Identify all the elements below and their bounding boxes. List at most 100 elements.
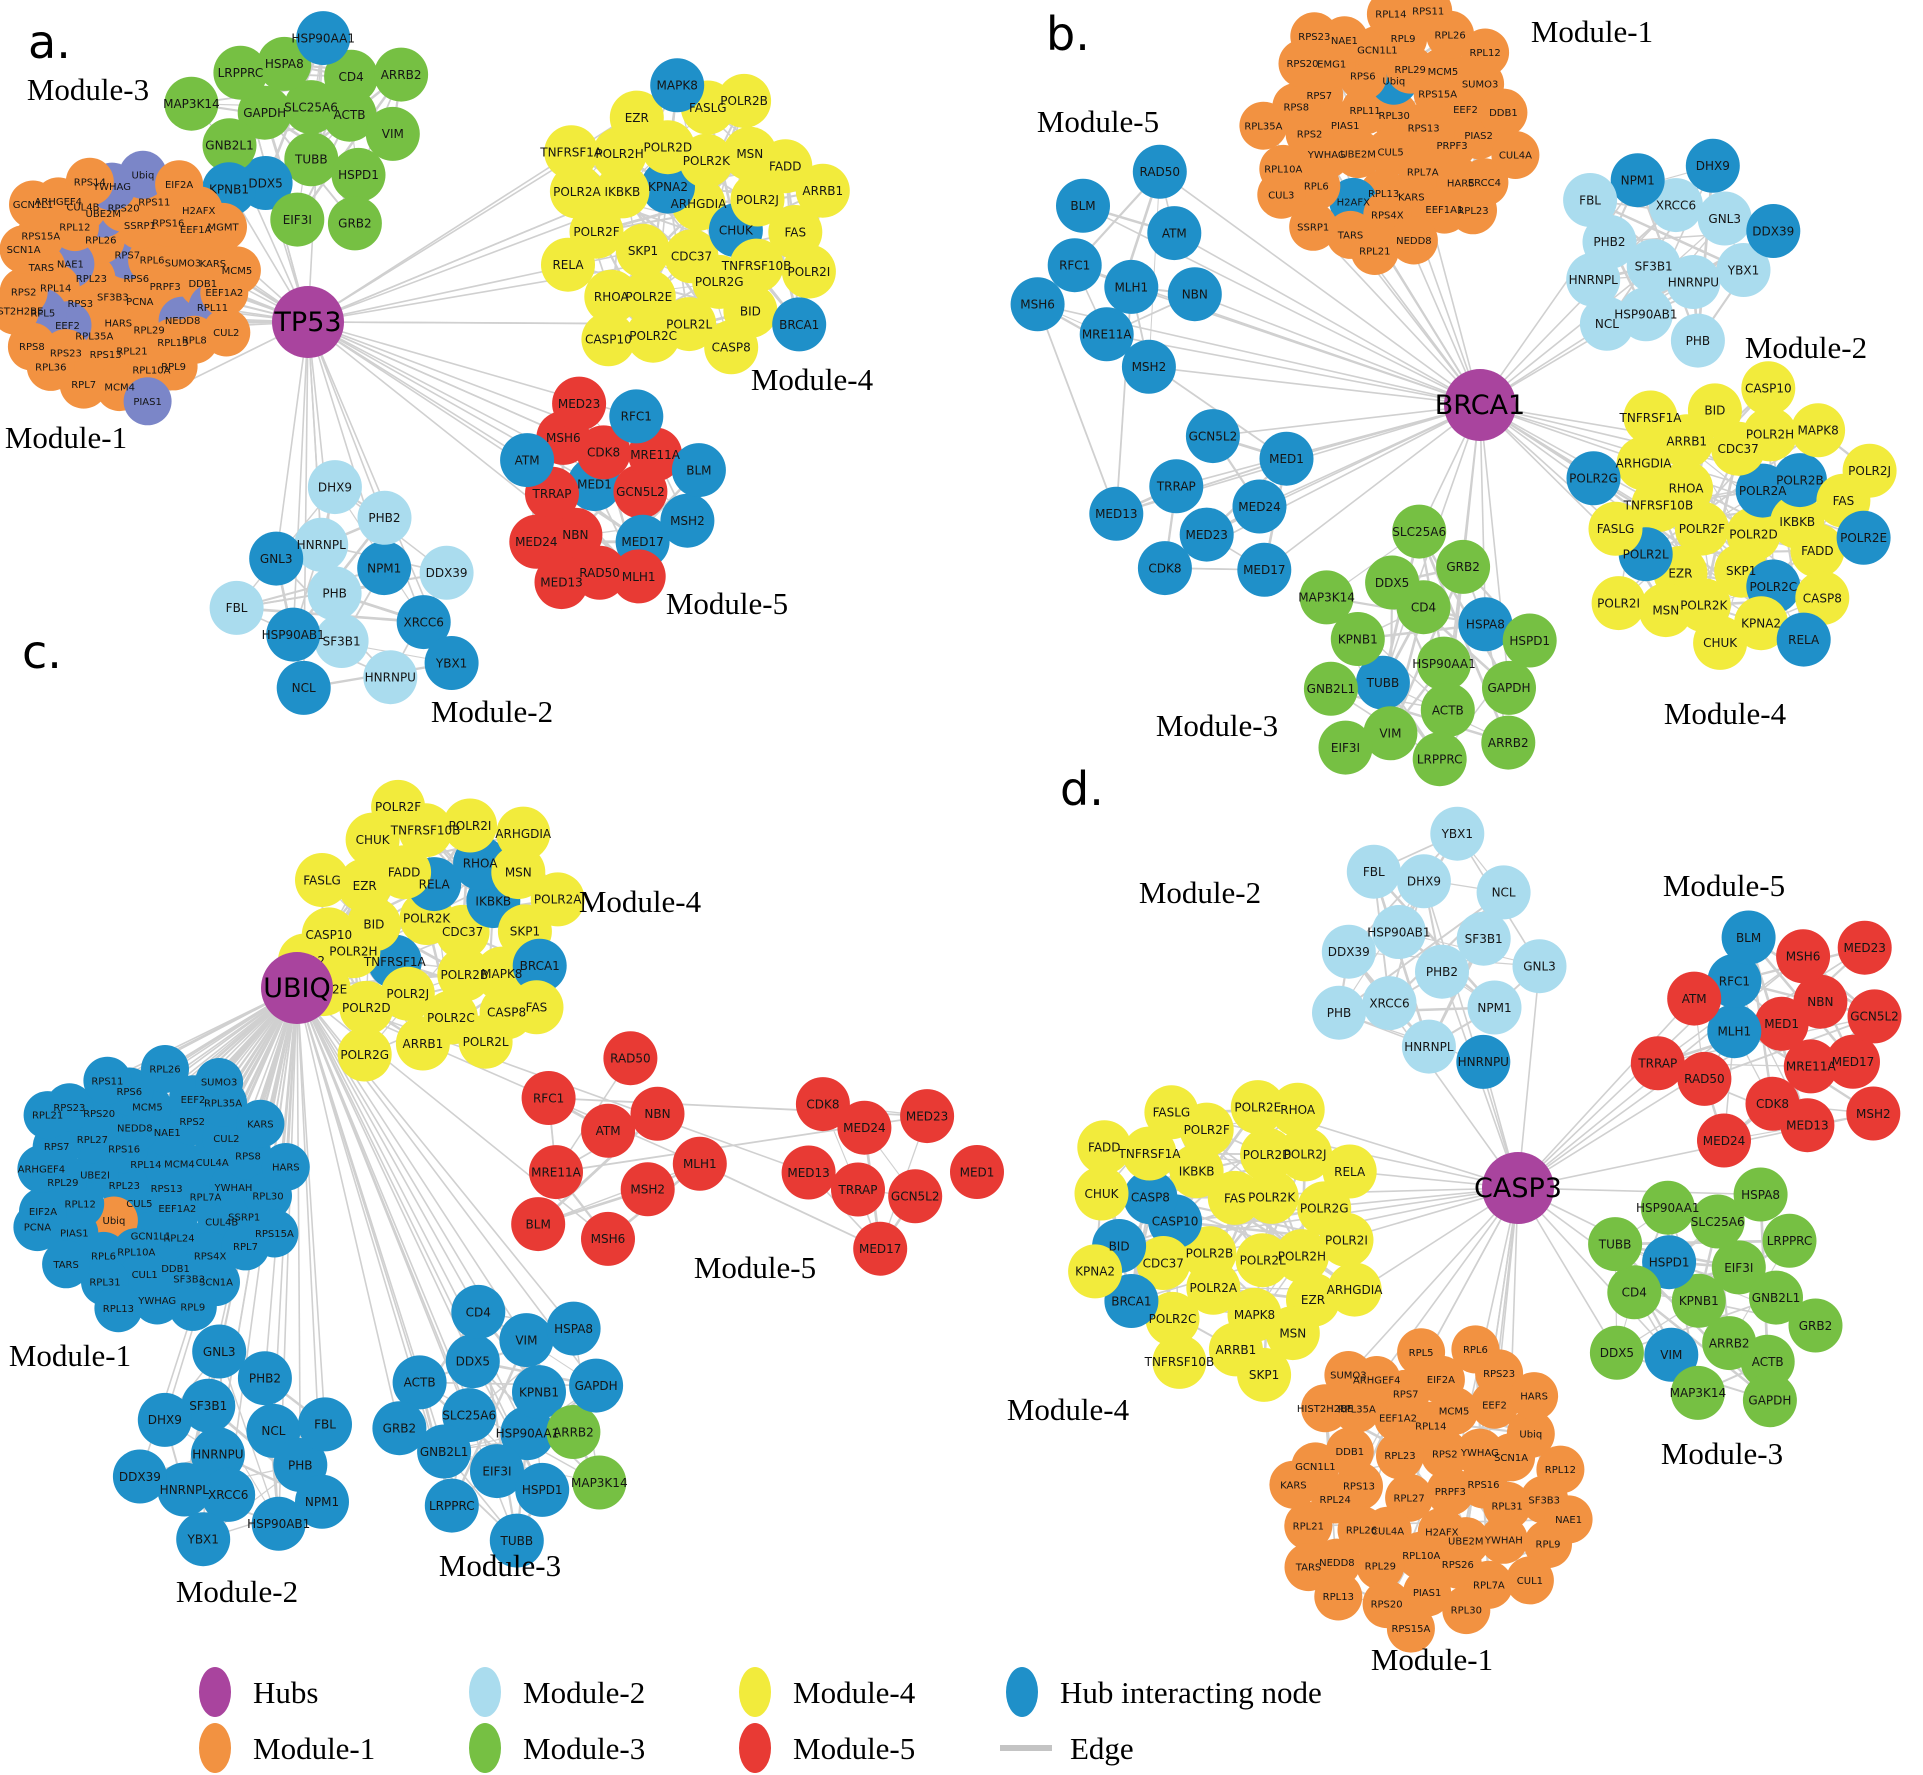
gene-node-POLR2B [437,947,492,1002]
gene-node-RPS15A [250,1209,299,1258]
panel-a: SLC25A6 TUBB GAPDH ACTB DDX5 HSPA8 HSPD1 GNB2L1… [0,11,874,729]
gene-node-ACTB [322,87,377,142]
gene-node-label-ACTB: ACTB [334,108,366,122]
hub-edge [1259,404,1481,508]
gene-node-label-FASLG: FASLG [1597,522,1635,536]
gene-node-label-YWHAH: YWHAH [214,1183,253,1194]
gene-node-label-MRE11A: MRE11A [531,1165,582,1179]
gene-node-GCN5L2 [888,1169,943,1224]
gene-node-label-YWHAH: YWHAH [1484,1535,1523,1546]
gene-node-label-POLR2G: POLR2G [1300,1202,1349,1216]
gene-node-label-DDB1: DDB1 [161,1264,190,1275]
gene-node-label-HNRNPL: HNRNPL [160,1483,210,1497]
module-label-module-5: Module-5 [1663,868,1785,903]
gene-node-label-ERCC4: ERCC4 [1468,178,1501,189]
gene-node-label-RPL6: RPL6 [140,256,165,267]
gene-node-label-POLR2J: POLR2J [1284,1148,1327,1162]
gene-node-label-KPNB1: KPNB1 [209,183,249,197]
gene-node-label-MED24: MED24 [1703,1134,1745,1148]
gene-node-label-RAD50: RAD50 [579,566,620,580]
gene-node-RFC1 [609,389,664,444]
gene-node-POLR2D [1240,1127,1295,1182]
gene-node-YWHAH [1479,1515,1528,1564]
hub-node-UBIQ [261,952,333,1024]
gene-node-label-NEDD8: NEDD8 [1396,236,1432,247]
gene-node-XRCC6 [396,595,451,650]
gene-node-RPL29 [1356,1541,1405,1590]
gene-node-label-RPL5: RPL5 [1409,1348,1434,1359]
gene-node-label-FASLG: FASLG [1153,1106,1191,1120]
gene-node-label-LRPPRC: LRPPRC [429,1499,475,1513]
gene-node-label-TUBB: TUBB [500,1534,534,1548]
gene-node-label-DDX39: DDX39 [426,566,468,580]
panel-d: PHB2 HSP90AB1 SF3B1 XRCC6 DHX9 NPM1 DDX39 NCL HN… [1007,762,1902,1677]
gene-node-label-GNB2L1: GNB2L1 [1307,682,1355,696]
gene-node-label-SLC25A6: SLC25A6 [442,1409,496,1423]
gene-node-MAP3K14 [164,76,219,131]
gene-node-label-TRRAP: TRRAP [1156,480,1196,494]
gene-node-label-MRE11A: MRE11A [630,448,681,462]
gene-node-label-RPS2: RPS2 [1432,1450,1458,1461]
gene-node-label-ARRB1: ARRB1 [802,184,843,198]
gene-node-SF3B1 [1456,911,1511,966]
gene-node-label-RPS20: RPS20 [108,203,140,214]
module-label-module-3: Module-3 [439,1548,561,1583]
gene-node-label-RPS20: RPS20 [83,1109,115,1120]
gene-node-TNFRSF10B [1631,478,1686,533]
gene-node-NCL [276,660,331,715]
gene-node-label-RPL13: RPL13 [157,338,188,349]
gene-node-label-ATM: ATM [596,1124,621,1138]
gene-node-label-TUBB: TUBB [294,153,328,167]
gene-node-RPS11 [1404,0,1453,35]
gene-node-TUBB [1588,1217,1643,1272]
gene-node-label-GRB2: GRB2 [383,1422,417,1436]
gene-node-KPNA2 [1068,1244,1123,1299]
gene-node-ACTB [392,1355,447,1410]
gene-node-label-EEF1A2: EEF1A2 [1379,1413,1417,1424]
gene-node-MSN [1638,583,1693,638]
gene-node-label-RPS7: RPS7 [44,1142,70,1153]
gene-node-label-PCNA: PCNA [24,1223,51,1234]
gene-node-label-CUL4A: CUL4A [1499,151,1532,162]
gene-node-label-HNRNPU: HNRNPU [1458,1055,1509,1069]
gene-node-label-EIF2A: EIF2A [165,180,193,191]
gene-node-label-UBE2M: UBE2M [1448,1537,1484,1548]
gene-node-RPL21 [1350,227,1399,275]
gene-node-label-MED1: MED1 [577,478,612,492]
gene-node-label-TNFRSF10B: TNFRSF10B [1623,498,1694,512]
gene-node-label-POLR2K: POLR2K [1680,599,1728,613]
gene-node-label-RPL14: RPL14 [1415,1421,1446,1432]
gene-node-label-PHB2: PHB2 [1426,965,1458,979]
gene-node-NEDD8 [1389,216,1438,265]
hub-edge [1517,1187,1672,1356]
gene-node-ARRB1 [795,163,850,218]
gene-node-SSRP1 [1289,202,1338,251]
gene-node-CD4 [1607,1265,1662,1320]
gene-node-label-POLR2H: POLR2H [329,945,377,959]
gene-node-label-ATM: ATM [515,453,540,467]
gene-node-label-MCM5: MCM5 [222,266,253,277]
gene-node-label-RELA: RELA [552,258,584,272]
gene-node-MED13 [534,555,589,610]
legend-swatch-module2 [469,1667,501,1717]
module-cluster-module-4: POLR2DPOLR2FPOLR2ASKP1RHOAIKBKBEZRCDC37P… [1566,361,1897,670]
module-cluster-module-5: MED1 GCN5L2 NBN CDK8 MED17 TRRAP MRE11A RAD50 MS… [500,376,726,610]
gene-node-HSP90AB1 [1371,905,1426,959]
gene-node-PCNA [13,1203,62,1252]
gene-node-RPL9 [149,342,198,391]
hub-edge [296,987,543,1491]
gene-node-label-MED13: MED13 [540,575,582,589]
module-cluster-module-5b: TRRAP MED24 GCN5L2 MED13 MED23 MED17 CDK8 MED1 [781,1077,1004,1276]
gene-node-label-RPS23: RPS23 [1483,1369,1515,1380]
gene-node-label-SUMO3: SUMO3 [1462,80,1499,91]
gene-node-label-KPNA2: KPNA2 [1075,1265,1115,1279]
gene-node-label-POLR2F: POLR2F [375,800,421,814]
gene-node-RPL30 [1442,1586,1491,1635]
gene-node-label-PRPF3: PRPF3 [150,282,181,293]
gene-node-EIF3I [1318,720,1373,775]
gene-node-label-EIF2A: EIF2A [29,1207,57,1218]
gene-node-label-HSP90AB1: HSP90AB1 [247,1517,310,1531]
gene-node-TUBB [1355,655,1410,710]
gene-node-label-MSH6: MSH6 [591,1232,626,1246]
